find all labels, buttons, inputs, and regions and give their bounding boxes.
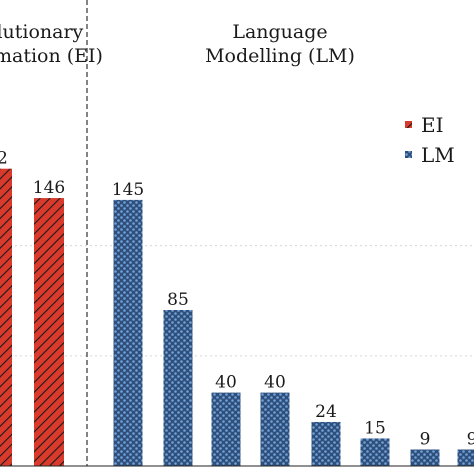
bar-label-ei-2: 146 bbox=[33, 178, 65, 198]
grid-lines bbox=[0, 245, 474, 357]
ei-group-title-line-2: mation (EI) bbox=[0, 45, 103, 67]
bar-label-lm-4: 40 bbox=[264, 373, 286, 393]
legend-swatch-ei bbox=[405, 121, 412, 128]
lm-group-title-line-2: Modelling (LM) bbox=[205, 45, 355, 67]
bar-ei-2 bbox=[34, 198, 64, 467]
bar-label-lm-1: 145 bbox=[112, 180, 144, 200]
bar-lm-6 bbox=[360, 438, 390, 466]
bar-lm-5 bbox=[311, 421, 341, 466]
bar-label-lm-2: 85 bbox=[167, 290, 189, 310]
bar-labels-layer: 62 146 145 85 40 40 24 15 9 9 bbox=[0, 149, 474, 450]
bar-lm-2 bbox=[163, 310, 193, 466]
bar-lm-3 bbox=[211, 392, 241, 466]
legend: EI LM bbox=[405, 113, 455, 167]
bars-layer bbox=[0, 168, 474, 467]
bar-lm-1 bbox=[113, 199, 143, 466]
bar-label-ei-1: 62 bbox=[0, 149, 8, 169]
bar-label-lm-6: 15 bbox=[364, 418, 386, 438]
legend-label-ei: EI bbox=[421, 113, 444, 137]
bar-lm-4 bbox=[260, 392, 290, 466]
bar-label-lm-3: 40 bbox=[215, 373, 237, 393]
bar-ei-1 bbox=[0, 168, 12, 466]
lm-group-title-line-1: Language bbox=[232, 21, 327, 43]
bar-lm-7 bbox=[410, 449, 440, 466]
legend-label-lm: LM bbox=[421, 143, 455, 167]
ei-group-title-line-1: olutionary bbox=[0, 21, 84, 43]
bar-label-lm-5: 24 bbox=[315, 402, 337, 422]
bar-lm-8 bbox=[457, 449, 474, 466]
bar-label-lm-7: 9 bbox=[420, 429, 431, 449]
legend-swatch-lm bbox=[405, 151, 412, 158]
bar-label-lm-8: 9 bbox=[467, 429, 474, 449]
